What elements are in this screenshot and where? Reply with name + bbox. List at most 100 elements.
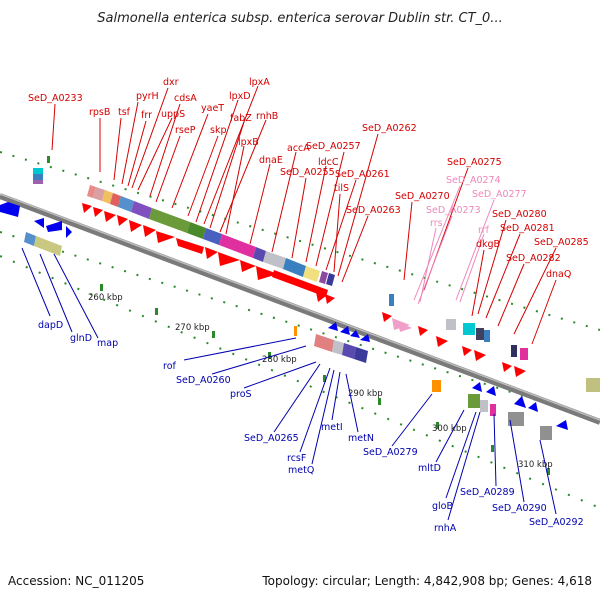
leader-line xyxy=(51,103,56,151)
gene-label[interactable]: SeD_A0285 xyxy=(534,237,589,248)
leader-line xyxy=(311,369,335,465)
leader-line xyxy=(113,117,122,181)
leader-line xyxy=(493,413,497,487)
leader-line xyxy=(171,113,209,209)
gene-label[interactable]: SeD_A0289 xyxy=(460,487,515,498)
gene-block xyxy=(33,180,43,184)
leader-line xyxy=(195,99,239,223)
gene-label[interactable]: rnhA xyxy=(434,523,457,534)
leader-line xyxy=(271,151,297,253)
gene-label[interactable]: SeD_A0255 xyxy=(280,167,335,178)
gene-label[interactable]: rrf xyxy=(478,225,490,236)
leader-line xyxy=(413,185,461,301)
gene-block xyxy=(303,266,320,282)
gene-arrow xyxy=(328,322,338,331)
gene-label[interactable]: dnaE xyxy=(259,155,283,166)
gene-label[interactable]: rcsF xyxy=(287,453,306,464)
forward-arrows xyxy=(82,203,526,377)
gene-label[interactable]: SeD_A0282 xyxy=(506,253,561,264)
major-tick xyxy=(155,308,158,315)
gene-label[interactable]: SeD_A0292 xyxy=(529,517,584,528)
gene-label[interactable]: dkgB xyxy=(476,239,500,250)
gene-label[interactable]: ldcC xyxy=(318,157,339,168)
leader-line xyxy=(459,233,485,303)
leader-line xyxy=(155,135,181,203)
gene-label[interactable]: SeD_A0260 xyxy=(176,375,231,386)
gene-label[interactable]: SeD_A0275 xyxy=(447,157,502,168)
scale-label: 260 kbp xyxy=(88,293,123,303)
leader-line xyxy=(485,233,521,319)
gene-block xyxy=(294,326,297,336)
gene-label[interactable]: SeD_A0277 xyxy=(472,189,527,200)
gene-arrow-long xyxy=(272,270,328,297)
gene-label[interactable]: SeD_A0261 xyxy=(335,169,390,180)
gene-label[interactable]: dapD xyxy=(38,320,63,331)
gene-label[interactable]: lpxA xyxy=(249,77,270,88)
gene-label[interactable]: map xyxy=(97,338,118,349)
gene-label[interactable]: frr xyxy=(141,110,152,121)
gene-label[interactable]: metI xyxy=(321,422,343,433)
gene-arrow xyxy=(46,221,62,232)
leader-line xyxy=(471,249,485,317)
gene-arrow xyxy=(340,326,350,335)
gene-label[interactable]: rpsB xyxy=(89,107,110,118)
gene-arrow xyxy=(66,226,72,238)
gene-arrow xyxy=(129,220,142,232)
gene-arrow xyxy=(156,231,175,243)
gene-label[interactable]: tilS xyxy=(334,183,349,194)
gene-label[interactable]: SeD_A0274 xyxy=(446,175,501,186)
gene-label[interactable]: fabZ xyxy=(230,113,252,124)
gene-block xyxy=(219,234,256,258)
gene-label[interactable]: lpxD xyxy=(229,91,251,102)
gene-label[interactable]: accA xyxy=(287,143,310,154)
leader-line xyxy=(127,120,147,187)
leader-line xyxy=(219,119,267,233)
gene-label[interactable]: glnD xyxy=(70,333,92,344)
gene-label[interactable]: gloB xyxy=(432,501,453,512)
gene-label[interactable]: lpxB xyxy=(238,137,259,148)
gene-arrow xyxy=(360,334,370,342)
gene-label[interactable]: metQ xyxy=(288,465,314,476)
rna-leader-lines xyxy=(413,185,495,305)
leader-line xyxy=(305,165,327,263)
gene-label[interactable]: rof xyxy=(163,361,177,372)
gene-label[interactable]: SeD_A0290 xyxy=(492,503,547,514)
gene-label[interactable]: pyrH xyxy=(136,91,159,102)
gene-label[interactable]: SeD_A0280 xyxy=(492,209,547,220)
gene-label[interactable]: dnaQ xyxy=(546,269,571,280)
gene-block xyxy=(484,330,490,342)
leader-line xyxy=(447,411,481,521)
gene-block xyxy=(34,236,62,256)
gene-block xyxy=(24,232,36,246)
gene-label[interactable]: SeD_A0265 xyxy=(244,433,299,444)
gene-label[interactable]: metN xyxy=(348,433,374,444)
gene-label[interactable]: rnhB xyxy=(256,111,278,122)
gene-label[interactable]: SeD_A0262 xyxy=(362,123,417,134)
gene-label[interactable]: SeD_A0279 xyxy=(363,447,418,458)
gene-label[interactable]: SeD_A0281 xyxy=(500,223,555,234)
gene-label[interactable]: tsf xyxy=(118,107,131,118)
gene-label[interactable]: mltD xyxy=(418,463,441,474)
tick-guide-outer xyxy=(0,151,600,331)
gene-block xyxy=(446,319,456,330)
gene-label[interactable]: SeD_A0270 xyxy=(395,191,450,202)
gene-arrow xyxy=(462,346,472,356)
gene-label[interactable]: skp xyxy=(210,125,226,136)
gene-label[interactable]: cdsA xyxy=(174,93,197,104)
leader-line xyxy=(513,247,557,335)
scale-labels: 260 kbp 270 kbp 280 kbp 290 kbp 300 kbp … xyxy=(88,293,553,470)
tick-guides xyxy=(0,151,600,509)
gene-label[interactable]: SeD_A0233 xyxy=(28,93,83,104)
gene-label[interactable]: rrs xyxy=(430,218,443,229)
gene-label[interactable]: yaeT xyxy=(201,103,224,114)
gene-label[interactable]: proS xyxy=(230,389,252,400)
gene-label[interactable]: dxr xyxy=(163,77,179,88)
gene-label[interactable]: SeD_A0257 xyxy=(306,141,361,152)
gene-label[interactable]: SeD_A0263 xyxy=(346,205,401,216)
gene-label[interactable]: rseP xyxy=(175,125,196,136)
gene-arrow xyxy=(117,215,128,226)
gene-label[interactable]: SeD_A0273 xyxy=(426,205,481,216)
gene-label[interactable]: uppS xyxy=(161,109,185,120)
leader-line xyxy=(333,193,341,273)
